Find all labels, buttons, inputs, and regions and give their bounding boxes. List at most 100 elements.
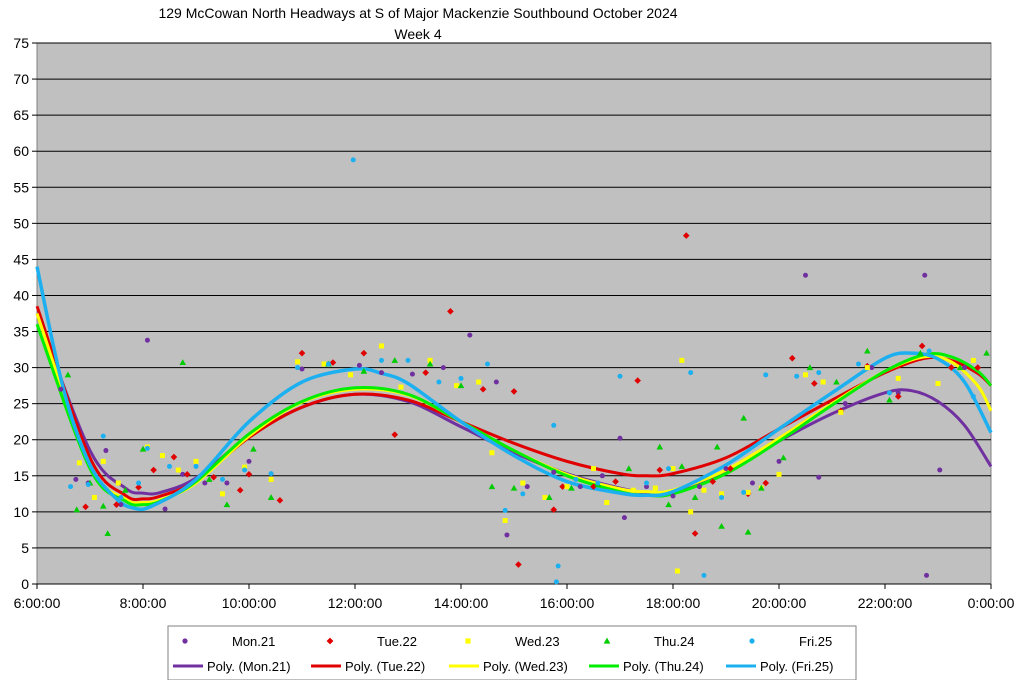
x-tick-label: 22:00:00 [858,595,913,611]
y-tick-label: 35 [13,324,29,340]
data-point [551,422,557,428]
data-point [267,494,275,500]
y-tick-label: 20 [13,432,29,448]
data-point [718,522,725,529]
data-point [457,382,465,389]
data-point [348,372,354,378]
data-point [122,486,129,493]
data-point [652,485,658,491]
y-tick-label: 10 [13,504,29,520]
data-point [665,501,672,508]
data-point [502,518,508,524]
x-tick-label: 0:00:00 [968,595,1015,611]
trendline [35,323,993,507]
data-point [591,466,596,472]
data-point [245,471,253,478]
data-point [983,349,990,356]
data-point [709,478,717,485]
data-point [405,357,411,363]
data-point [869,365,875,371]
data-point [488,483,496,490]
data-point [242,467,248,473]
data-point [68,484,74,490]
data-point [551,469,557,475]
data-point [205,476,213,482]
data-point [886,396,893,403]
data-point [485,361,490,367]
data-point [426,360,434,367]
data-point [436,379,442,385]
data-point [510,484,518,491]
data-point [719,491,725,497]
data-point [564,484,570,490]
data-point [242,464,248,470]
y-tick-label: 60 [13,143,29,159]
data-point [179,359,187,366]
data-point [666,466,672,472]
data-point [356,362,362,368]
data-point [763,372,769,378]
y-tick-label: 70 [13,71,29,87]
data-point [701,572,707,578]
data-point [922,272,928,278]
data-point [816,474,822,480]
legend-marker [326,637,334,645]
data-point [644,484,649,490]
data-point [864,347,871,354]
data-point [458,375,464,381]
data-point [542,494,548,500]
data-point [268,471,274,477]
legend-label: Wed.23 [515,634,560,649]
x-tick-label: 18:00:00 [646,595,701,611]
data-point [103,448,109,454]
y-tick-label: 45 [13,251,29,267]
data-point [524,484,530,490]
y-tick-label: 5 [21,540,29,556]
data-point [82,503,89,511]
y-tick-label: 65 [13,107,29,123]
data-point [391,431,399,438]
data-point [679,357,685,363]
data-point [727,465,734,472]
data-point [268,476,274,482]
data-point [360,367,368,374]
data-point [617,435,623,441]
data-point [634,377,641,384]
data-point [360,349,368,357]
data-point [299,366,305,372]
x-tick-label: 10:00:00 [222,595,277,611]
y-tick-label: 50 [13,215,29,231]
y-tick-label: 55 [13,179,29,195]
legend-label: Poly. (Wed.23) [483,659,568,674]
data-point [970,393,976,399]
data-point [744,528,752,535]
data-point [918,342,926,350]
data-point [895,390,901,396]
data-point [350,157,356,163]
data-point [691,494,699,500]
data-point [136,480,142,486]
data-point [329,359,337,366]
grid-lines [37,42,991,549]
y-tick-label: 15 [13,468,29,484]
data-point [788,354,796,362]
legend-marker [603,637,611,644]
x-tick-label: 12:00:00 [328,595,383,611]
data-point [688,509,694,515]
data-point [656,466,664,474]
legend-marker [182,638,188,644]
legend-label: Poly. (Mon.21) [207,659,291,674]
x-tick-label: 14:00:00 [434,595,489,611]
data-point [100,458,106,464]
data-point [162,506,168,512]
data-point [159,453,165,459]
legend-label: Thu.24 [654,634,694,649]
y-tick-label: 30 [13,360,29,376]
data-point [175,467,181,473]
data-point [864,365,870,371]
data-point [427,357,433,363]
y-tick-label: 40 [13,287,29,303]
data-point [780,454,787,461]
y-tick-label: 0 [21,576,29,592]
